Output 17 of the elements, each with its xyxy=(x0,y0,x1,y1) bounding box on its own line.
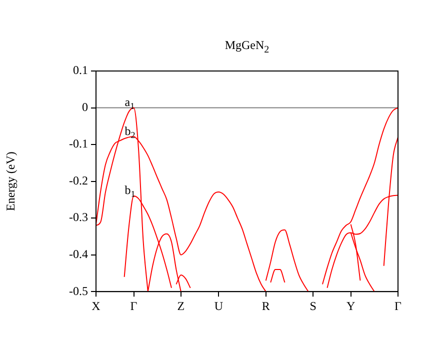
y-tick-label: 0.1 xyxy=(73,63,88,78)
y-axis-title: Energy (eV) xyxy=(3,152,18,212)
x-tick-label: Z xyxy=(177,298,185,313)
x-tick-label: U xyxy=(214,298,224,313)
y-tick-label: 0 xyxy=(82,100,88,114)
y-tick-label: -0.1 xyxy=(69,136,88,151)
x-tick-label: R xyxy=(262,298,270,313)
y-tick-label: -0.3 xyxy=(69,210,88,224)
x-tick-label: Γ xyxy=(394,298,402,313)
x-tick-label: S xyxy=(310,298,316,313)
x-tick-label: Y xyxy=(346,298,356,313)
x-tick-label: X xyxy=(92,298,101,313)
y-tick-label: -0.4 xyxy=(69,246,88,261)
y-tick-label: -0.2 xyxy=(69,173,88,188)
y-tick-label: -0.5 xyxy=(69,284,88,298)
x-tick-label: Γ xyxy=(130,298,138,313)
chart-title: MgGeN$_{2}$ xyxy=(224,38,270,56)
